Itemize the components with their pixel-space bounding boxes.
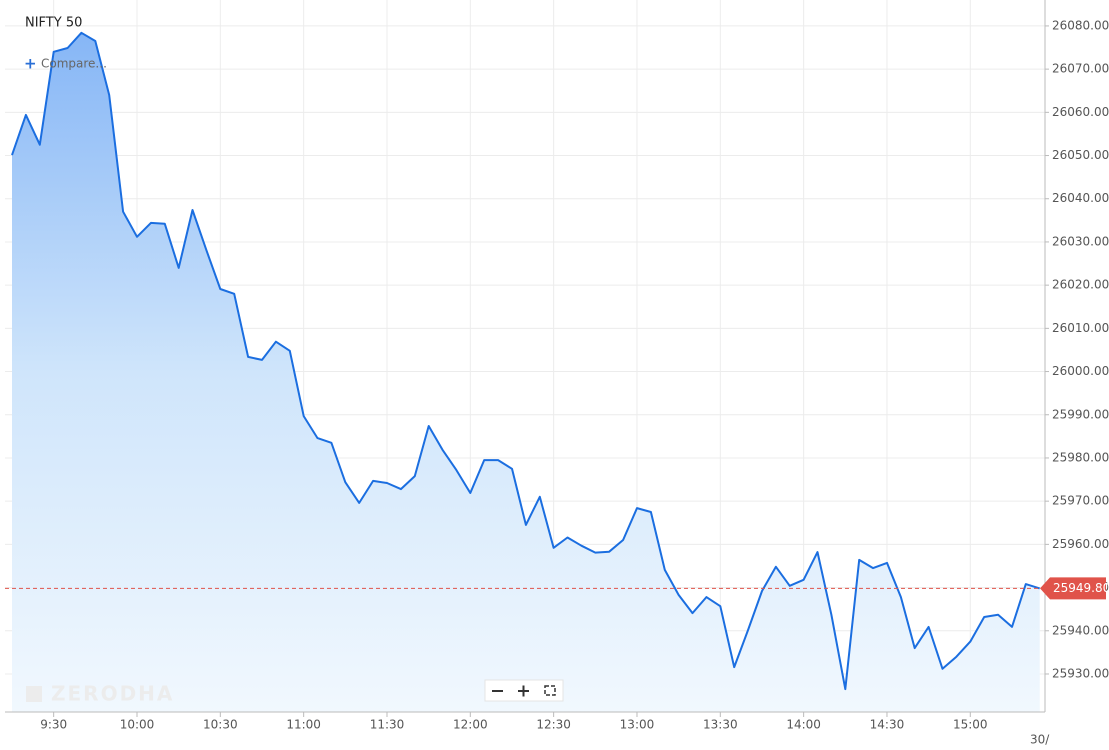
y-tick-label: 26050.00: [1052, 148, 1109, 162]
plus-icon: +: [24, 55, 37, 73]
last-price-label: 25949.80: [1053, 581, 1109, 595]
last-price-tag: [1040, 577, 1106, 600]
y-tick-label: 26060.00: [1052, 105, 1109, 119]
y-tick-label: 25970.00: [1052, 494, 1109, 508]
y-tick-label: 26000.00: [1052, 364, 1109, 378]
y-tick-label: 26080.00: [1052, 18, 1109, 32]
x-tick-label: 14:00: [786, 718, 821, 732]
watermark: ZERODHA: [26, 682, 174, 706]
compare-button[interactable]: + Compare...: [24, 55, 107, 73]
x-tick-label: 10:30: [203, 718, 238, 732]
x-tick-label: 15:00: [953, 718, 988, 732]
y-tick-label: 26040.00: [1052, 191, 1109, 205]
x-tick-label: 9:30: [40, 718, 67, 732]
zoom-controls: [484, 679, 564, 702]
x-tick-label: 12:30: [536, 718, 571, 732]
x-tick-label: 13:00: [620, 718, 655, 732]
y-tick-label: 25960.00: [1052, 537, 1109, 551]
zoom-in[interactable]: [518, 685, 529, 697]
y-tick-label: 25930.00: [1052, 666, 1109, 680]
area: [12, 32, 1040, 713]
y-tick-label: 26070.00: [1052, 62, 1109, 76]
x-tick-label: 12:00: [453, 718, 488, 732]
watermark-text: ZERODHA: [51, 682, 174, 706]
y-tick-label: 26010.00: [1052, 321, 1109, 335]
date-label: 30/: [1030, 733, 1050, 747]
y-tick-label: 25980.00: [1052, 450, 1109, 464]
y-tick-label: 25940.00: [1052, 623, 1109, 637]
x-tick-label: 10:00: [120, 718, 155, 732]
price-line: [11, 31, 1040, 691]
fullscreen[interactable]: [544, 685, 556, 696]
x-tick-label: 11:00: [286, 718, 321, 732]
y-tick-label: 25990.00: [1052, 407, 1109, 421]
x-tick-label: 11:30: [370, 718, 405, 732]
x-tick-label: 14:30: [870, 718, 905, 732]
watermark-logo: [26, 686, 42, 702]
y-tick-label: 26020.00: [1052, 278, 1109, 292]
chart-title: NIFTY 50: [25, 16, 82, 31]
compare-label[interactable]: Compare...: [41, 57, 107, 71]
x-tick-label: 13:30: [703, 718, 738, 732]
y-tick-label: 26030.00: [1052, 234, 1109, 248]
